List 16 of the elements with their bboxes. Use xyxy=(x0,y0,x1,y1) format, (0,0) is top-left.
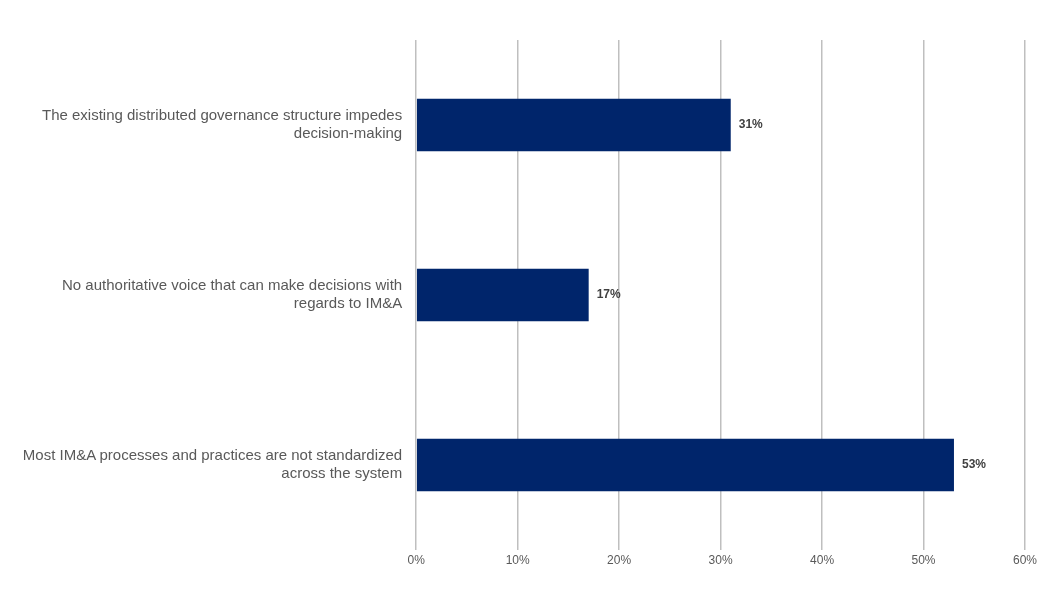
x-tick-label: 20% xyxy=(607,552,632,567)
data-label: 53% xyxy=(961,457,987,472)
data-label: 31% xyxy=(738,117,764,132)
x-tick-label: 60% xyxy=(1012,552,1038,567)
x-tick-label: 50% xyxy=(911,552,936,567)
data-label: 17% xyxy=(596,287,622,302)
x-tick-label: 40% xyxy=(810,552,835,567)
bar xyxy=(416,98,731,152)
bar xyxy=(416,438,954,492)
x-tick-label: 0% xyxy=(407,552,426,567)
y-tick-label: No authoritative voice that can make decisions with regards to IM&A xyxy=(62,276,403,312)
bar xyxy=(416,268,589,322)
x-tick-label: 30% xyxy=(708,552,733,567)
x-tick-label: 10% xyxy=(505,552,530,567)
y-tick-label: The existing distributed governance structure impedes decision-making xyxy=(41,106,403,142)
y-tick-label: Most IM&A processes and practices are not standardized across the system xyxy=(22,446,403,482)
